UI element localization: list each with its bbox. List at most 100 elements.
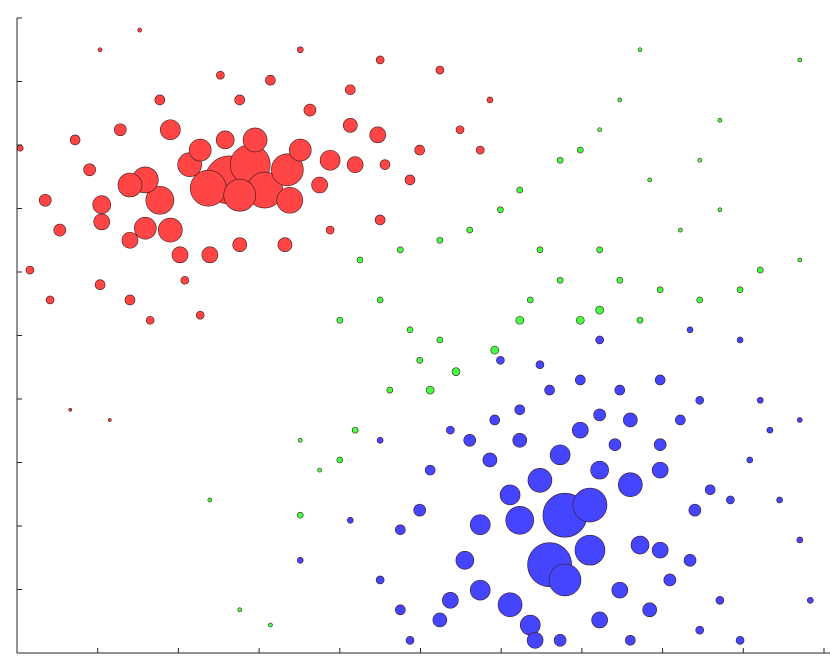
bubble bbox=[637, 47, 643, 53]
bubble bbox=[482, 452, 498, 468]
bubble bbox=[356, 256, 364, 264]
bubble bbox=[180, 275, 190, 285]
bubble bbox=[608, 438, 622, 452]
bubble bbox=[726, 495, 735, 505]
bubble bbox=[336, 316, 344, 324]
bubble bbox=[425, 385, 435, 395]
bubble bbox=[342, 118, 358, 133]
bubble bbox=[715, 595, 725, 605]
bubble bbox=[549, 444, 571, 466]
bubble bbox=[490, 345, 500, 355]
bubble bbox=[406, 326, 414, 334]
bubble bbox=[475, 145, 485, 155]
bubble bbox=[386, 386, 394, 394]
bubble bbox=[572, 487, 608, 523]
bubble bbox=[486, 96, 494, 104]
bubble bbox=[625, 634, 636, 646]
bubble bbox=[145, 185, 175, 215]
bubble bbox=[108, 418, 112, 422]
bubble bbox=[124, 294, 136, 306]
bubble bbox=[575, 315, 585, 325]
bubble bbox=[647, 177, 652, 183]
bubble bbox=[736, 286, 744, 294]
bubble bbox=[374, 214, 386, 226]
bubble bbox=[595, 305, 604, 315]
bubble bbox=[117, 172, 143, 198]
bubble bbox=[97, 47, 103, 53]
bubble bbox=[265, 74, 276, 86]
bubble bbox=[556, 156, 564, 164]
bubble bbox=[797, 257, 803, 263]
bubble bbox=[94, 279, 106, 291]
bubble bbox=[469, 579, 491, 601]
bubble bbox=[451, 367, 461, 376]
bubble bbox=[436, 236, 444, 244]
bubble bbox=[766, 426, 774, 434]
bubble bbox=[446, 425, 455, 435]
bubble bbox=[296, 556, 304, 564]
bubble bbox=[796, 536, 804, 544]
bubble bbox=[505, 505, 535, 535]
bubble bbox=[336, 456, 344, 464]
bubble bbox=[113, 123, 127, 137]
bubble bbox=[636, 316, 644, 324]
bubble bbox=[519, 614, 541, 636]
bubble bbox=[695, 625, 705, 635]
bubble bbox=[296, 511, 304, 519]
bubble bbox=[234, 94, 246, 106]
bubble bbox=[686, 326, 694, 334]
bubble bbox=[695, 395, 705, 405]
bubble bbox=[797, 57, 803, 63]
bubble bbox=[45, 295, 55, 305]
bubble bbox=[351, 426, 359, 434]
bubble bbox=[207, 497, 213, 503]
bubble bbox=[134, 216, 157, 240]
plot-area bbox=[16, 27, 814, 649]
bubble bbox=[735, 635, 745, 645]
bubble bbox=[489, 414, 501, 426]
bubble bbox=[344, 84, 356, 96]
bubble bbox=[591, 611, 608, 629]
bubble bbox=[623, 412, 638, 428]
bubble bbox=[512, 432, 528, 448]
bubble bbox=[201, 246, 219, 264]
bubble bbox=[69, 134, 81, 146]
bubble bbox=[442, 591, 459, 609]
bubble bbox=[376, 436, 384, 444]
axes bbox=[16, 17, 830, 654]
bubble bbox=[325, 225, 335, 235]
bubble bbox=[455, 550, 475, 570]
bubble bbox=[413, 503, 426, 517]
bubble bbox=[651, 461, 669, 479]
bubble bbox=[68, 407, 73, 412]
bubble bbox=[497, 592, 523, 618]
bubble bbox=[379, 159, 391, 170]
bubble bbox=[516, 186, 524, 194]
bubble bbox=[271, 153, 304, 187]
bubble bbox=[526, 631, 544, 649]
bubble bbox=[237, 607, 243, 613]
bubble bbox=[736, 336, 744, 344]
bubble bbox=[514, 404, 526, 416]
bubble bbox=[424, 464, 436, 476]
bubble bbox=[53, 223, 67, 237]
bubble bbox=[497, 206, 504, 214]
bubble bbox=[553, 633, 567, 647]
bubble bbox=[435, 65, 445, 75]
bubble bbox=[16, 144, 24, 152]
bubble bbox=[756, 396, 764, 404]
bubble bbox=[346, 156, 364, 173]
bubble bbox=[590, 460, 609, 480]
bubble bbox=[92, 195, 112, 214]
bubble bbox=[376, 296, 384, 304]
bubble bbox=[683, 553, 697, 567]
bubble bbox=[696, 296, 704, 304]
bubble bbox=[242, 127, 268, 153]
bubble bbox=[158, 217, 183, 243]
bubble bbox=[593, 408, 606, 422]
bubble bbox=[268, 622, 273, 628]
bubble bbox=[432, 612, 448, 628]
bubble bbox=[195, 310, 205, 320]
